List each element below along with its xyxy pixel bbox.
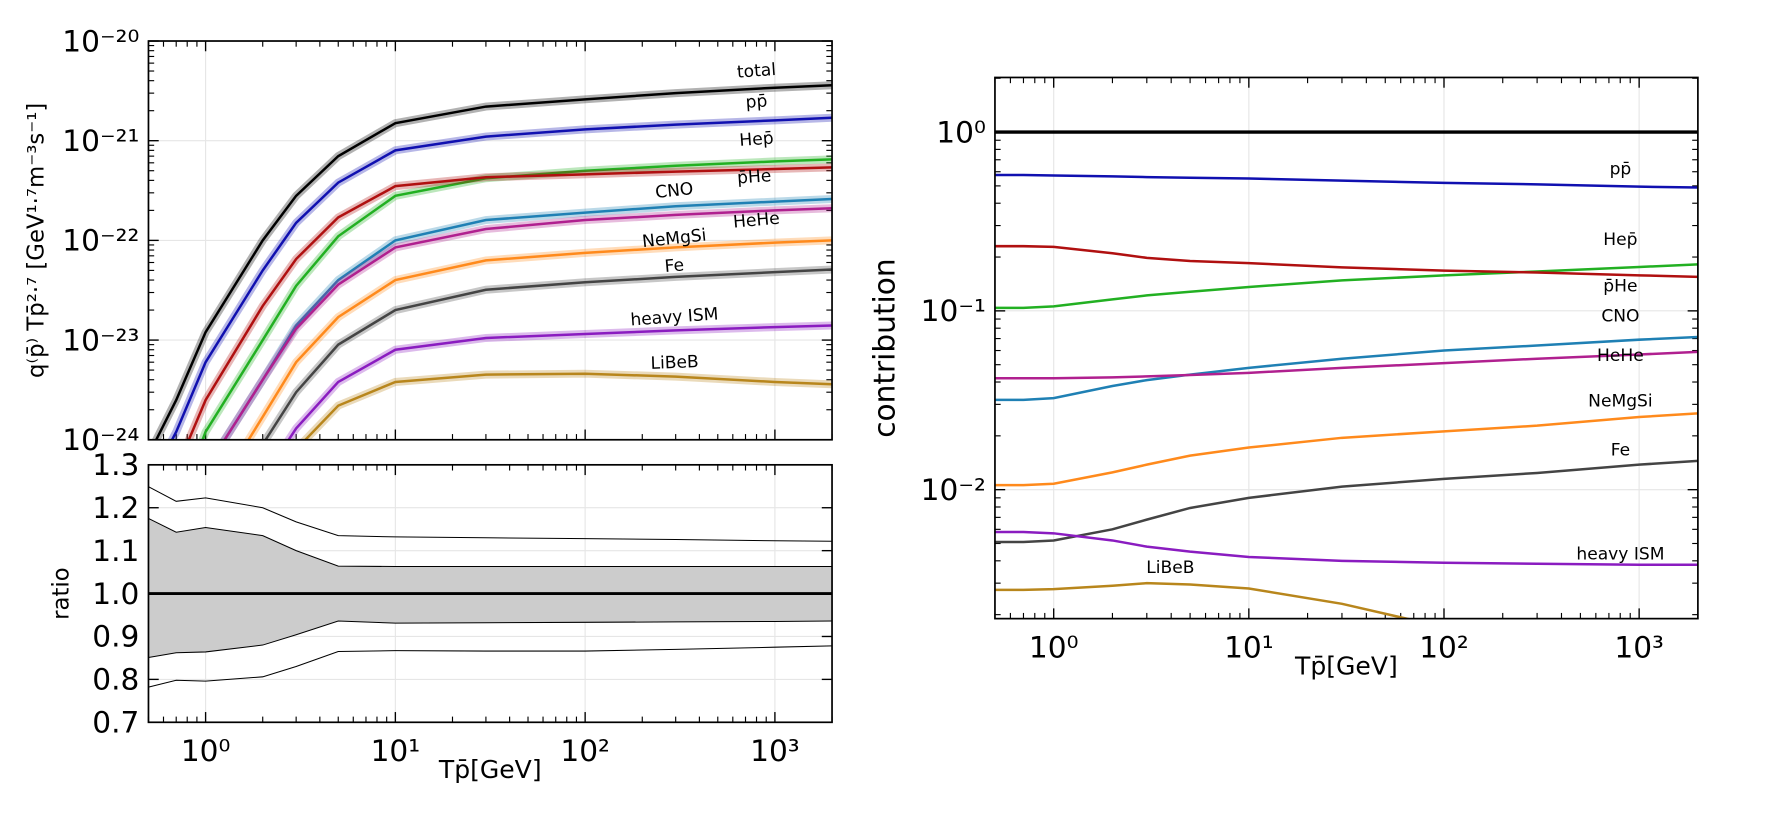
series-label: HeHe: [1597, 346, 1644, 366]
y-tick-label: 1.3: [92, 448, 139, 482]
panel: 10⁰ 10¹ 10² 10³ 0.7 0.8 0.9 1.0 1.1 1.2 1.3 ratio Tp…: [49, 448, 833, 784]
line: [994, 335, 1698, 402]
y-tick-label: 10⁻²²: [62, 224, 139, 258]
line: [148, 645, 833, 688]
x-axis-label: Tp̄[GeV]: [1294, 651, 1398, 680]
frame: [147, 40, 833, 441]
y-tick-label: 10⁻²⁰: [62, 24, 139, 58]
y-axis-label: contribution: [868, 258, 902, 437]
line: [223, 207, 833, 440]
x-tick-label: 10³: [750, 734, 800, 768]
line: [201, 158, 833, 440]
x-tick-label: 10²: [560, 734, 610, 768]
y-tick-label: 1.2: [92, 491, 139, 525]
line: [187, 166, 833, 440]
x-tick-label: 10⁰: [1029, 630, 1079, 664]
line: [994, 350, 1698, 380]
series-label: Fe: [664, 255, 685, 277]
y-axis-label: ratio: [49, 567, 75, 620]
line: [148, 518, 833, 568]
line: [994, 581, 1413, 619]
series-label: LiBeB: [650, 352, 699, 374]
line: [994, 244, 1698, 279]
line: [154, 83, 833, 440]
line: [287, 324, 833, 440]
panel: 10⁻²⁴ 10⁻²³ 10⁻²² 10⁻²¹ 10⁻²⁰ total pp̄ Hep̄ p̄H…: [24, 24, 833, 457]
y-axis-label: q⁽p̄⁾ Tp̄²·⁷ [GeV¹·⁷m⁻³s⁻¹]: [24, 103, 50, 378]
line: [148, 486, 833, 542]
series-label: Fe: [1611, 441, 1630, 461]
y-tick-label: 1.1: [92, 534, 139, 568]
y-tick-label: 10⁻²³: [62, 323, 139, 357]
series-label: heavy ISM: [1576, 544, 1664, 564]
line: [994, 530, 1698, 567]
line: [264, 268, 833, 440]
y-tick-label: 0.8: [92, 663, 139, 697]
x-tick-label: 10³: [1614, 630, 1664, 664]
x-tick-label: 10⁰: [181, 734, 231, 768]
series-label: NeMgSi: [1588, 392, 1652, 412]
line: [994, 173, 1698, 189]
frame: [994, 76, 1699, 620]
panel: 10⁰ 10¹ 10² 10³ 10⁻² 10⁻¹ 10⁰ pp̄ Hep̄ p̄He CNO HeH…: [868, 76, 1699, 680]
series-label: p̄He: [1603, 277, 1637, 297]
x-axis-label: Tp̄[GeV]: [438, 755, 542, 784]
y-tick-label: 10⁻²⁴: [62, 423, 139, 457]
series-label: Hep̄: [739, 129, 775, 151]
series-label: Hep̄: [1603, 230, 1637, 250]
series-label: LiBeB: [1146, 558, 1194, 578]
y-tick-label: 10⁰: [936, 115, 986, 149]
line: [223, 197, 833, 440]
series-label: HeHe: [732, 209, 780, 233]
uncertainty-band: [148, 518, 833, 658]
series-label: CNO: [1601, 306, 1639, 326]
y-tick-label: 1.0: [92, 577, 139, 611]
plot-area: [994, 130, 1698, 619]
series-label: p̄He: [736, 166, 772, 188]
frame: [147, 463, 833, 724]
line: [994, 459, 1698, 544]
x-tick-label: 10¹: [1224, 630, 1274, 664]
series-label: total: [736, 60, 776, 83]
y-tick-label: 10⁻²: [921, 473, 986, 507]
series-label: pp̄: [745, 91, 768, 112]
y-tick-label: 0.9: [92, 620, 139, 654]
plot-area: [151, 81, 833, 440]
line: [148, 620, 833, 659]
x-tick-label: 10¹: [371, 734, 421, 768]
line: [247, 239, 833, 440]
series-label: pp̄: [1610, 159, 1632, 179]
line: [170, 116, 833, 440]
line: [994, 263, 1698, 310]
line: [994, 412, 1698, 487]
y-tick-label: 0.7: [92, 706, 139, 740]
line: [303, 372, 833, 440]
y-tick-label: 10⁻¹: [921, 294, 986, 328]
y-tick-label: 10⁻²¹: [62, 124, 139, 158]
plot-area: [148, 486, 833, 688]
x-tick-label: 10²: [1419, 630, 1469, 664]
series-label: CNO: [654, 179, 694, 203]
